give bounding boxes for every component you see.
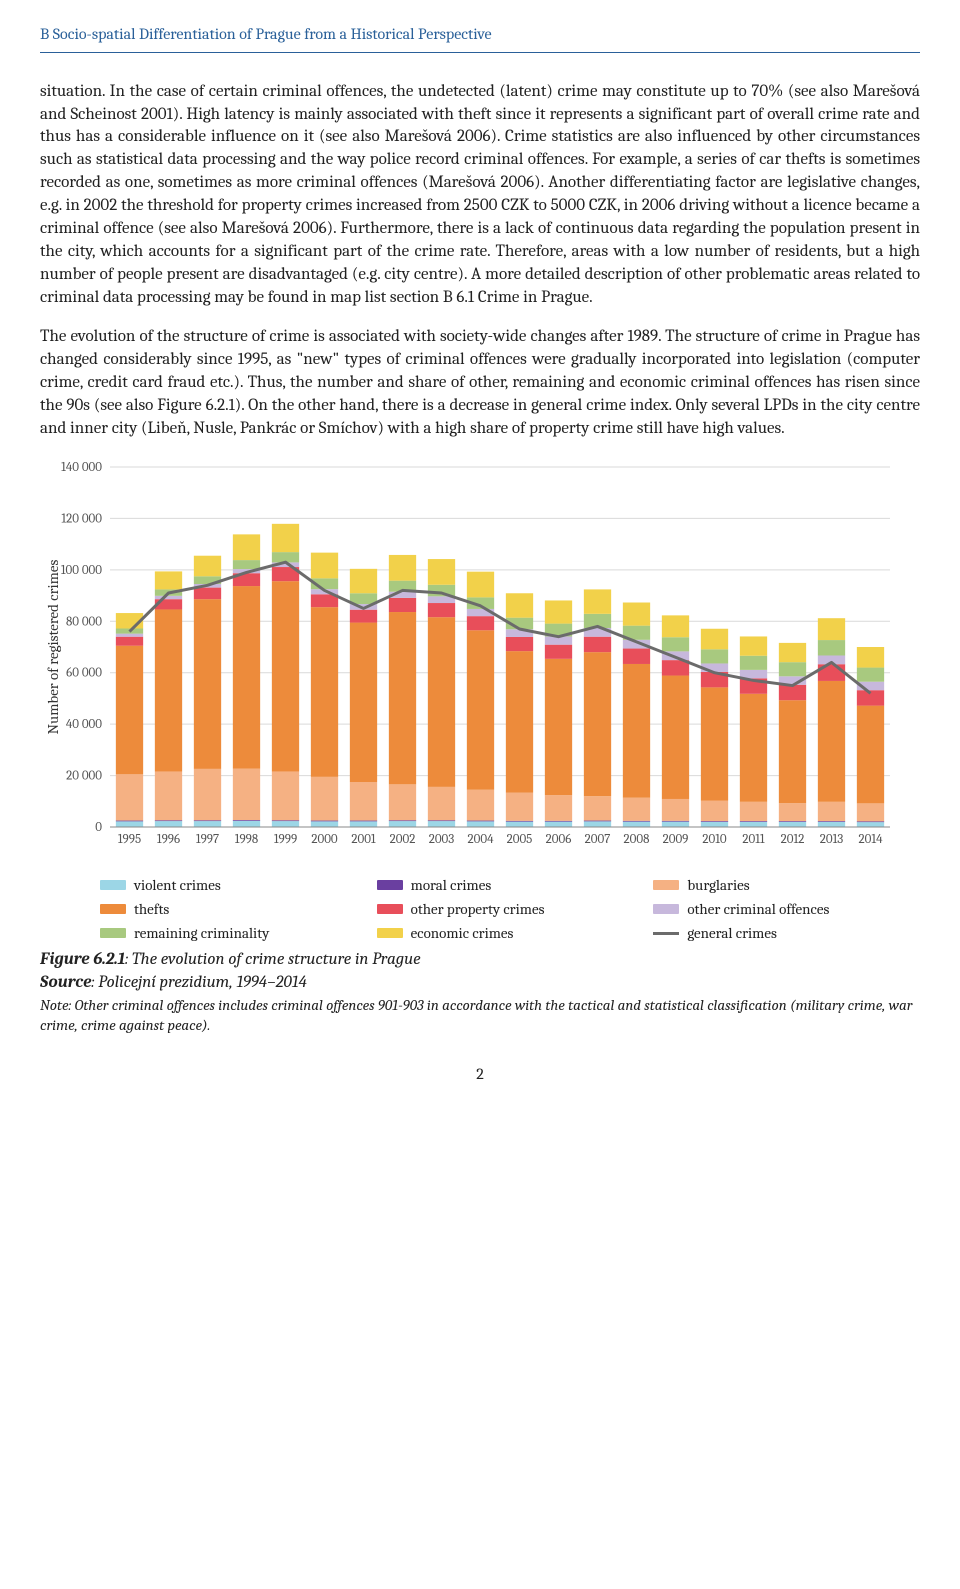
legend-item: moral crimes — [377, 875, 644, 895]
legend-item: burglaries — [653, 875, 920, 895]
legend-item: other property crimes — [377, 899, 644, 919]
legend-label: other property crimes — [411, 899, 545, 919]
svg-text:60 000: 60 000 — [66, 665, 102, 680]
svg-text:140 000: 140 000 — [61, 460, 102, 475]
chart-legend: violent crimes moral crimes burglaries thef… — [100, 875, 920, 944]
legend-item: economic crimes — [377, 923, 644, 943]
figure-source-rest: : Policejní prezidium, 1994–2014 — [91, 973, 306, 992]
svg-text:100 000: 100 000 — [61, 563, 102, 578]
svg-text:2014: 2014 — [859, 832, 884, 847]
paragraph-1: situation. In the case of certain crimin… — [40, 81, 920, 310]
svg-text:2012: 2012 — [781, 832, 805, 847]
figure-source-bold: Source — [40, 973, 91, 992]
figure-title-bold: Figure 6.2.1 — [40, 950, 125, 969]
crime-structure-chart: 0 20 000 40 000 60 000 80 000 100 000 120 000 1… — [40, 457, 920, 944]
legend-swatch — [100, 880, 126, 890]
svg-text:2000: 2000 — [311, 832, 338, 847]
legend-swatch — [653, 880, 679, 890]
legend-item: violent crimes — [100, 875, 367, 895]
svg-text:2002: 2002 — [390, 832, 416, 847]
figure-title: Figure 6.2.1: The evolution of crime str… — [40, 949, 920, 972]
legend-label: violent crimes — [134, 875, 221, 895]
svg-text:2010: 2010 — [702, 832, 727, 847]
svg-text:0: 0 — [95, 820, 102, 835]
svg-text:1998: 1998 — [235, 832, 258, 847]
svg-text:2005: 2005 — [507, 832, 533, 847]
legend-swatch — [377, 928, 403, 938]
legend-item: thefts — [100, 899, 367, 919]
svg-text:40 000: 40 000 — [66, 717, 102, 732]
legend-item: remaining criminality — [100, 923, 367, 943]
svg-text:20 000: 20 000 — [66, 768, 102, 783]
svg-text:1999: 1999 — [274, 832, 297, 847]
svg-text:2008: 2008 — [624, 832, 650, 847]
legend-swatch — [100, 928, 126, 938]
svg-text:Number of registered crimes: Number of registered crimes — [44, 559, 62, 734]
legend-item: other criminal offences — [653, 899, 920, 919]
page-number: 2 — [40, 1064, 920, 1086]
legend-label: moral crimes — [411, 875, 492, 895]
chart-svg: 0 20 000 40 000 60 000 80 000 100 000 120 000 1… — [40, 457, 900, 857]
svg-text:2004: 2004 — [468, 832, 495, 847]
legend-label: economic crimes — [411, 923, 514, 943]
legend-swatch — [377, 904, 403, 914]
legend-swatch — [653, 932, 679, 935]
svg-text:2003: 2003 — [429, 832, 455, 847]
svg-text:120 000: 120 000 — [61, 511, 102, 526]
paragraph-2: The evolution of the structure of crime … — [40, 326, 920, 441]
svg-text:2006: 2006 — [546, 832, 572, 847]
legend-label: remaining criminality — [134, 923, 269, 943]
page-header: B Socio-spatial Differentiation of Pragu… — [40, 24, 920, 53]
legend-label: thefts — [134, 899, 169, 919]
svg-text:2007: 2007 — [585, 832, 611, 847]
svg-text:1996: 1996 — [157, 832, 180, 847]
legend-label: other criminal offences — [687, 899, 829, 919]
svg-text:2011: 2011 — [742, 832, 765, 847]
svg-text:2009: 2009 — [663, 832, 689, 847]
svg-text:1995: 1995 — [118, 832, 141, 847]
legend-swatch — [653, 904, 679, 914]
legend-label: general crimes — [687, 923, 777, 943]
svg-text:1997: 1997 — [196, 832, 219, 847]
figure-note: Note: Other criminal offences includes c… — [40, 995, 920, 1036]
legend-item: general crimes — [653, 923, 920, 943]
svg-text:2013: 2013 — [820, 832, 844, 847]
legend-swatch — [100, 904, 126, 914]
svg-text:2001: 2001 — [351, 832, 376, 847]
figure-title-rest: : The evolution of crime structure in Pr… — [125, 950, 420, 969]
legend-label: burglaries — [687, 875, 749, 895]
figure-source: Source: Policejní prezidium, 1994–2014 — [40, 972, 920, 995]
svg-text:80 000: 80 000 — [66, 614, 102, 629]
legend-swatch — [377, 880, 403, 890]
